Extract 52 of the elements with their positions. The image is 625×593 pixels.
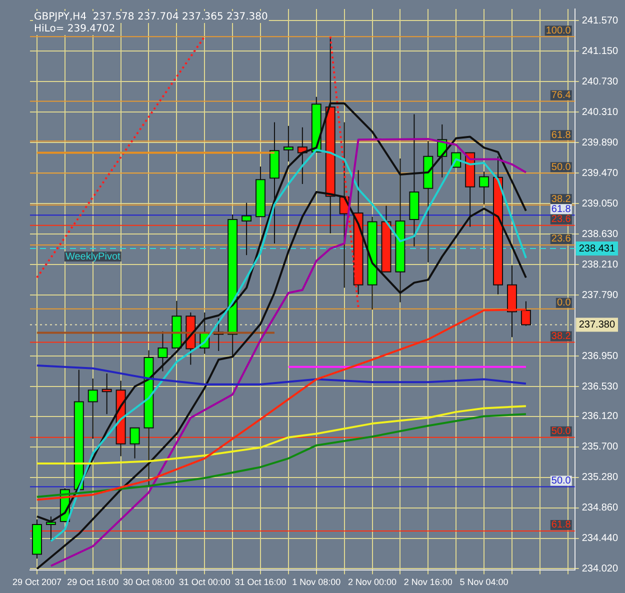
ref-line-label: 238.431 bbox=[578, 243, 616, 254]
y-tick-label: 239.050 bbox=[582, 198, 618, 210]
y-tick-label: 240.310 bbox=[582, 106, 618, 118]
annotation: 38.2 bbox=[551, 330, 572, 342]
annotation: 38.2 bbox=[551, 194, 572, 205]
annotation: 23.6 bbox=[551, 214, 572, 226]
y-tick-label: 238.630 bbox=[582, 228, 618, 240]
y-tick-label: 234.020 bbox=[582, 564, 618, 574]
y-tick-label: 236.120 bbox=[582, 411, 618, 422]
y-tick-label: 234.860 bbox=[582, 502, 618, 514]
y-tick-label: 241.570 bbox=[582, 15, 618, 26]
x-tick-label: 31 Oct 00:00 bbox=[178, 577, 230, 588]
chart-title: GBPJPY,H4 237.578 237.704 237.365 237.380 bbox=[34, 12, 268, 23]
annotation: 50.0 bbox=[551, 426, 572, 438]
y-tick-label: 241.150 bbox=[582, 46, 618, 57]
annotation: 100.0 bbox=[546, 25, 572, 36]
annotation: 0.0 bbox=[556, 298, 572, 309]
y-tick-label: 236.950 bbox=[582, 350, 618, 362]
x-tick-label: 2 Nov 16:00 bbox=[404, 577, 452, 588]
y-tick-label: 239.470 bbox=[582, 168, 618, 179]
annotation: 50.0 bbox=[551, 475, 572, 486]
candlestick bbox=[88, 378, 98, 440]
y-tick-label: 236.530 bbox=[582, 381, 618, 392]
annotation: HiLo= 239.4702 bbox=[34, 24, 116, 35]
x-tick-label: 2 Nov 00:00 bbox=[348, 577, 397, 588]
annotation: 61.8 bbox=[551, 204, 572, 215]
annotation: 76.4 bbox=[551, 90, 572, 101]
annotation: 23.6 bbox=[551, 234, 572, 245]
x-tick-label: 30 Oct 08:00 bbox=[122, 577, 175, 588]
x-tick-label: 29 Oct 16:00 bbox=[67, 577, 119, 588]
annotation: 50.0 bbox=[551, 162, 572, 173]
y-tick-label: 240.730 bbox=[582, 76, 618, 88]
candlestick bbox=[242, 202, 252, 256]
y-tick-label: 237.790 bbox=[582, 290, 618, 301]
candlestick bbox=[283, 125, 294, 162]
annotation: 61.8 bbox=[551, 520, 572, 531]
candlestick bbox=[479, 171, 490, 205]
annotation: WeeklyPivot bbox=[65, 251, 121, 262]
candlestick bbox=[102, 372, 112, 415]
annotation: 61.8 bbox=[551, 130, 572, 141]
y-tick-label: 235.700 bbox=[582, 442, 618, 453]
y-tick-label: 238.210 bbox=[582, 259, 618, 270]
x-tick-label: 29 Oct 2007 bbox=[12, 577, 62, 588]
ref-line-label: 237.380 bbox=[578, 320, 616, 331]
y-tick-label: 235.280 bbox=[582, 472, 618, 484]
x-tick-label: 1 Nov 08:00 bbox=[292, 577, 341, 588]
candlestick bbox=[158, 330, 168, 372]
x-tick-label: 5 Nov 04:00 bbox=[460, 577, 508, 588]
y-tick-label: 234.440 bbox=[582, 533, 618, 544]
x-tick-label: 31 Oct 16:00 bbox=[234, 577, 286, 588]
y-tick-label: 239.890 bbox=[582, 137, 618, 148]
candlestick bbox=[130, 427, 140, 459]
